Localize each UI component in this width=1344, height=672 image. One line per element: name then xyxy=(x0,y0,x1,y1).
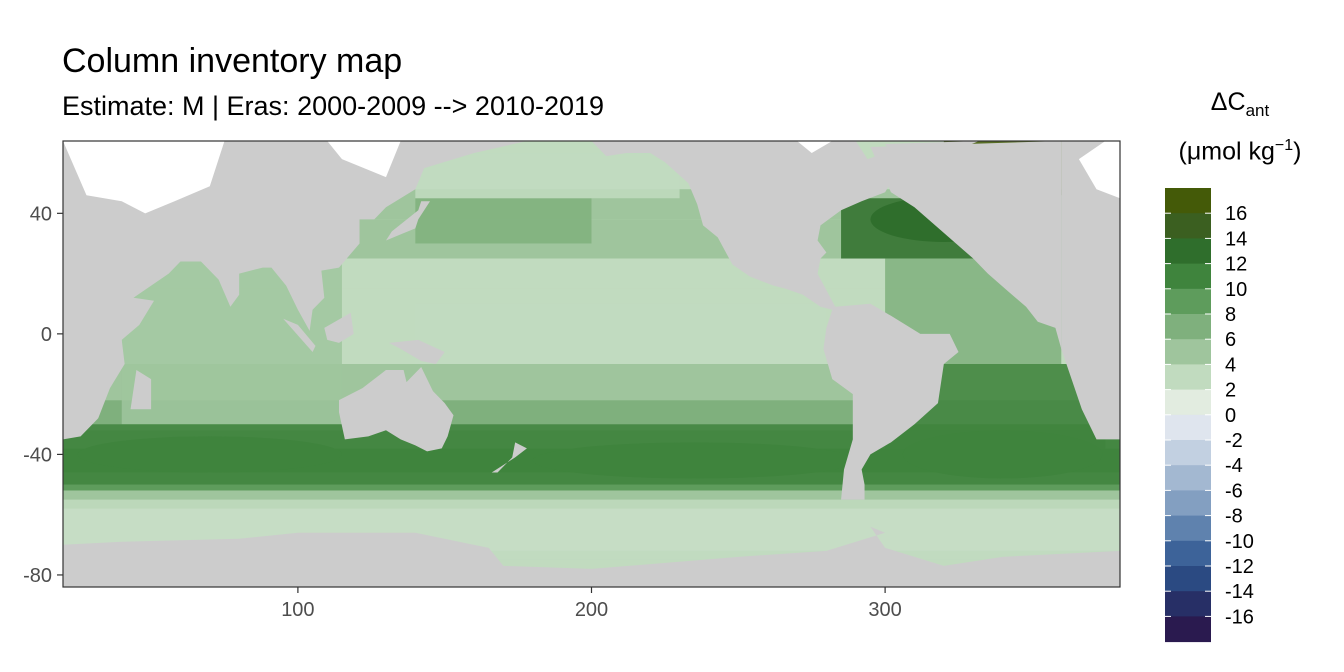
legend-bin xyxy=(1165,465,1211,491)
legend-bin xyxy=(1165,288,1211,315)
legend-label: 8 xyxy=(1225,304,1236,326)
legend-bin xyxy=(1165,566,1211,592)
map-plot-area xyxy=(63,141,1120,587)
legend-title: ΔCant xyxy=(1160,88,1320,121)
legend-bin xyxy=(1165,188,1211,214)
land-mass xyxy=(63,526,1120,587)
missing-data xyxy=(797,141,833,154)
legend-colorbar: 16 14 12 10 8 6 4 2 0 -2 -4 -6 -8 -10 -12 -14 -16 xyxy=(1165,188,1254,643)
south-atlantic-band xyxy=(902,430,1103,479)
legend-label: 0 xyxy=(1225,405,1236,427)
legend-label: 14 xyxy=(1225,228,1247,250)
region-cell xyxy=(415,303,827,364)
legend-bin xyxy=(1165,591,1211,617)
legend-bin xyxy=(1165,314,1211,340)
y-tick-label: -80 xyxy=(23,565,52,587)
legend-label: -4 xyxy=(1225,455,1243,477)
legend-label: 6 xyxy=(1225,329,1236,351)
legend-bin xyxy=(1165,364,1211,391)
legend-label: 16 xyxy=(1225,203,1247,225)
chart-subtitle: Estimate: M | Eras: 2000-2009 --> 2010-2… xyxy=(62,91,605,121)
region-cell xyxy=(415,153,680,199)
legend-label: 12 xyxy=(1225,254,1247,276)
south-indian-band xyxy=(77,436,342,473)
legend-bin xyxy=(1165,414,1211,441)
legend-label: -16 xyxy=(1225,606,1254,628)
legend-unit: (μmol kg−1) xyxy=(1150,137,1330,166)
legend-bin xyxy=(1165,339,1211,365)
land-mass xyxy=(1061,141,1120,440)
legend-bin xyxy=(1165,490,1211,517)
land-mass xyxy=(385,201,431,241)
legend-label: -8 xyxy=(1225,506,1243,528)
missing-data xyxy=(63,141,225,214)
land-mass xyxy=(591,141,959,500)
y-tick-label: 40 xyxy=(30,203,52,225)
legend-title-sub: ant xyxy=(1245,101,1270,120)
legend-bin xyxy=(1165,238,1211,265)
land-mass xyxy=(63,141,527,440)
legend-unit-sup: −1 xyxy=(1274,137,1294,154)
legend-bin xyxy=(1165,515,1211,542)
region-cell xyxy=(415,198,592,244)
missing-data xyxy=(1078,141,1120,199)
legend-label: -14 xyxy=(1225,581,1254,603)
land-mass xyxy=(283,318,316,352)
south-pacific-band xyxy=(532,442,856,479)
y-tick-label: 0 xyxy=(41,324,52,346)
legend-label: 2 xyxy=(1225,380,1236,402)
legend-label: 4 xyxy=(1225,354,1236,376)
x-tick-label: 100 xyxy=(281,599,314,621)
legend-bin xyxy=(1165,540,1211,567)
legend-label: 10 xyxy=(1225,279,1247,301)
legend-label: -12 xyxy=(1225,556,1254,578)
land-mass xyxy=(491,442,527,473)
land-mass xyxy=(388,339,445,364)
land-mass xyxy=(324,312,354,343)
x-tick-label: 200 xyxy=(575,599,608,621)
legend-bin xyxy=(1165,616,1211,643)
legend-label: -2 xyxy=(1225,430,1243,452)
legend-title-main: ΔC xyxy=(1210,88,1246,116)
land-mass xyxy=(870,141,1062,349)
legend-label: -6 xyxy=(1225,480,1243,502)
x-tick-label: 300 xyxy=(868,599,901,621)
legend-bin xyxy=(1165,389,1211,416)
land-mass xyxy=(338,367,454,452)
missing-data xyxy=(327,141,401,178)
land-mass xyxy=(885,141,980,154)
legend-bin xyxy=(1165,263,1211,290)
legend-bin xyxy=(1165,213,1211,239)
legend-label: -10 xyxy=(1225,531,1254,553)
land-mass xyxy=(130,370,152,410)
chart-title: Column inventory map xyxy=(62,42,403,80)
legend-bin xyxy=(1165,440,1211,466)
legend-unit-close: ) xyxy=(1293,137,1302,166)
y-tick-label: -40 xyxy=(23,444,52,466)
map-layer xyxy=(63,141,1120,587)
legend-unit-text: (μmol kg xyxy=(1178,137,1275,166)
